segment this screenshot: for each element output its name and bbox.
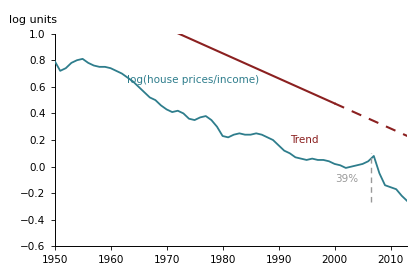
- Text: log units: log units: [9, 15, 57, 25]
- Text: Trend: Trend: [290, 135, 318, 145]
- Text: 39%: 39%: [336, 174, 359, 184]
- Text: log(house prices/income): log(house prices/income): [127, 76, 260, 85]
